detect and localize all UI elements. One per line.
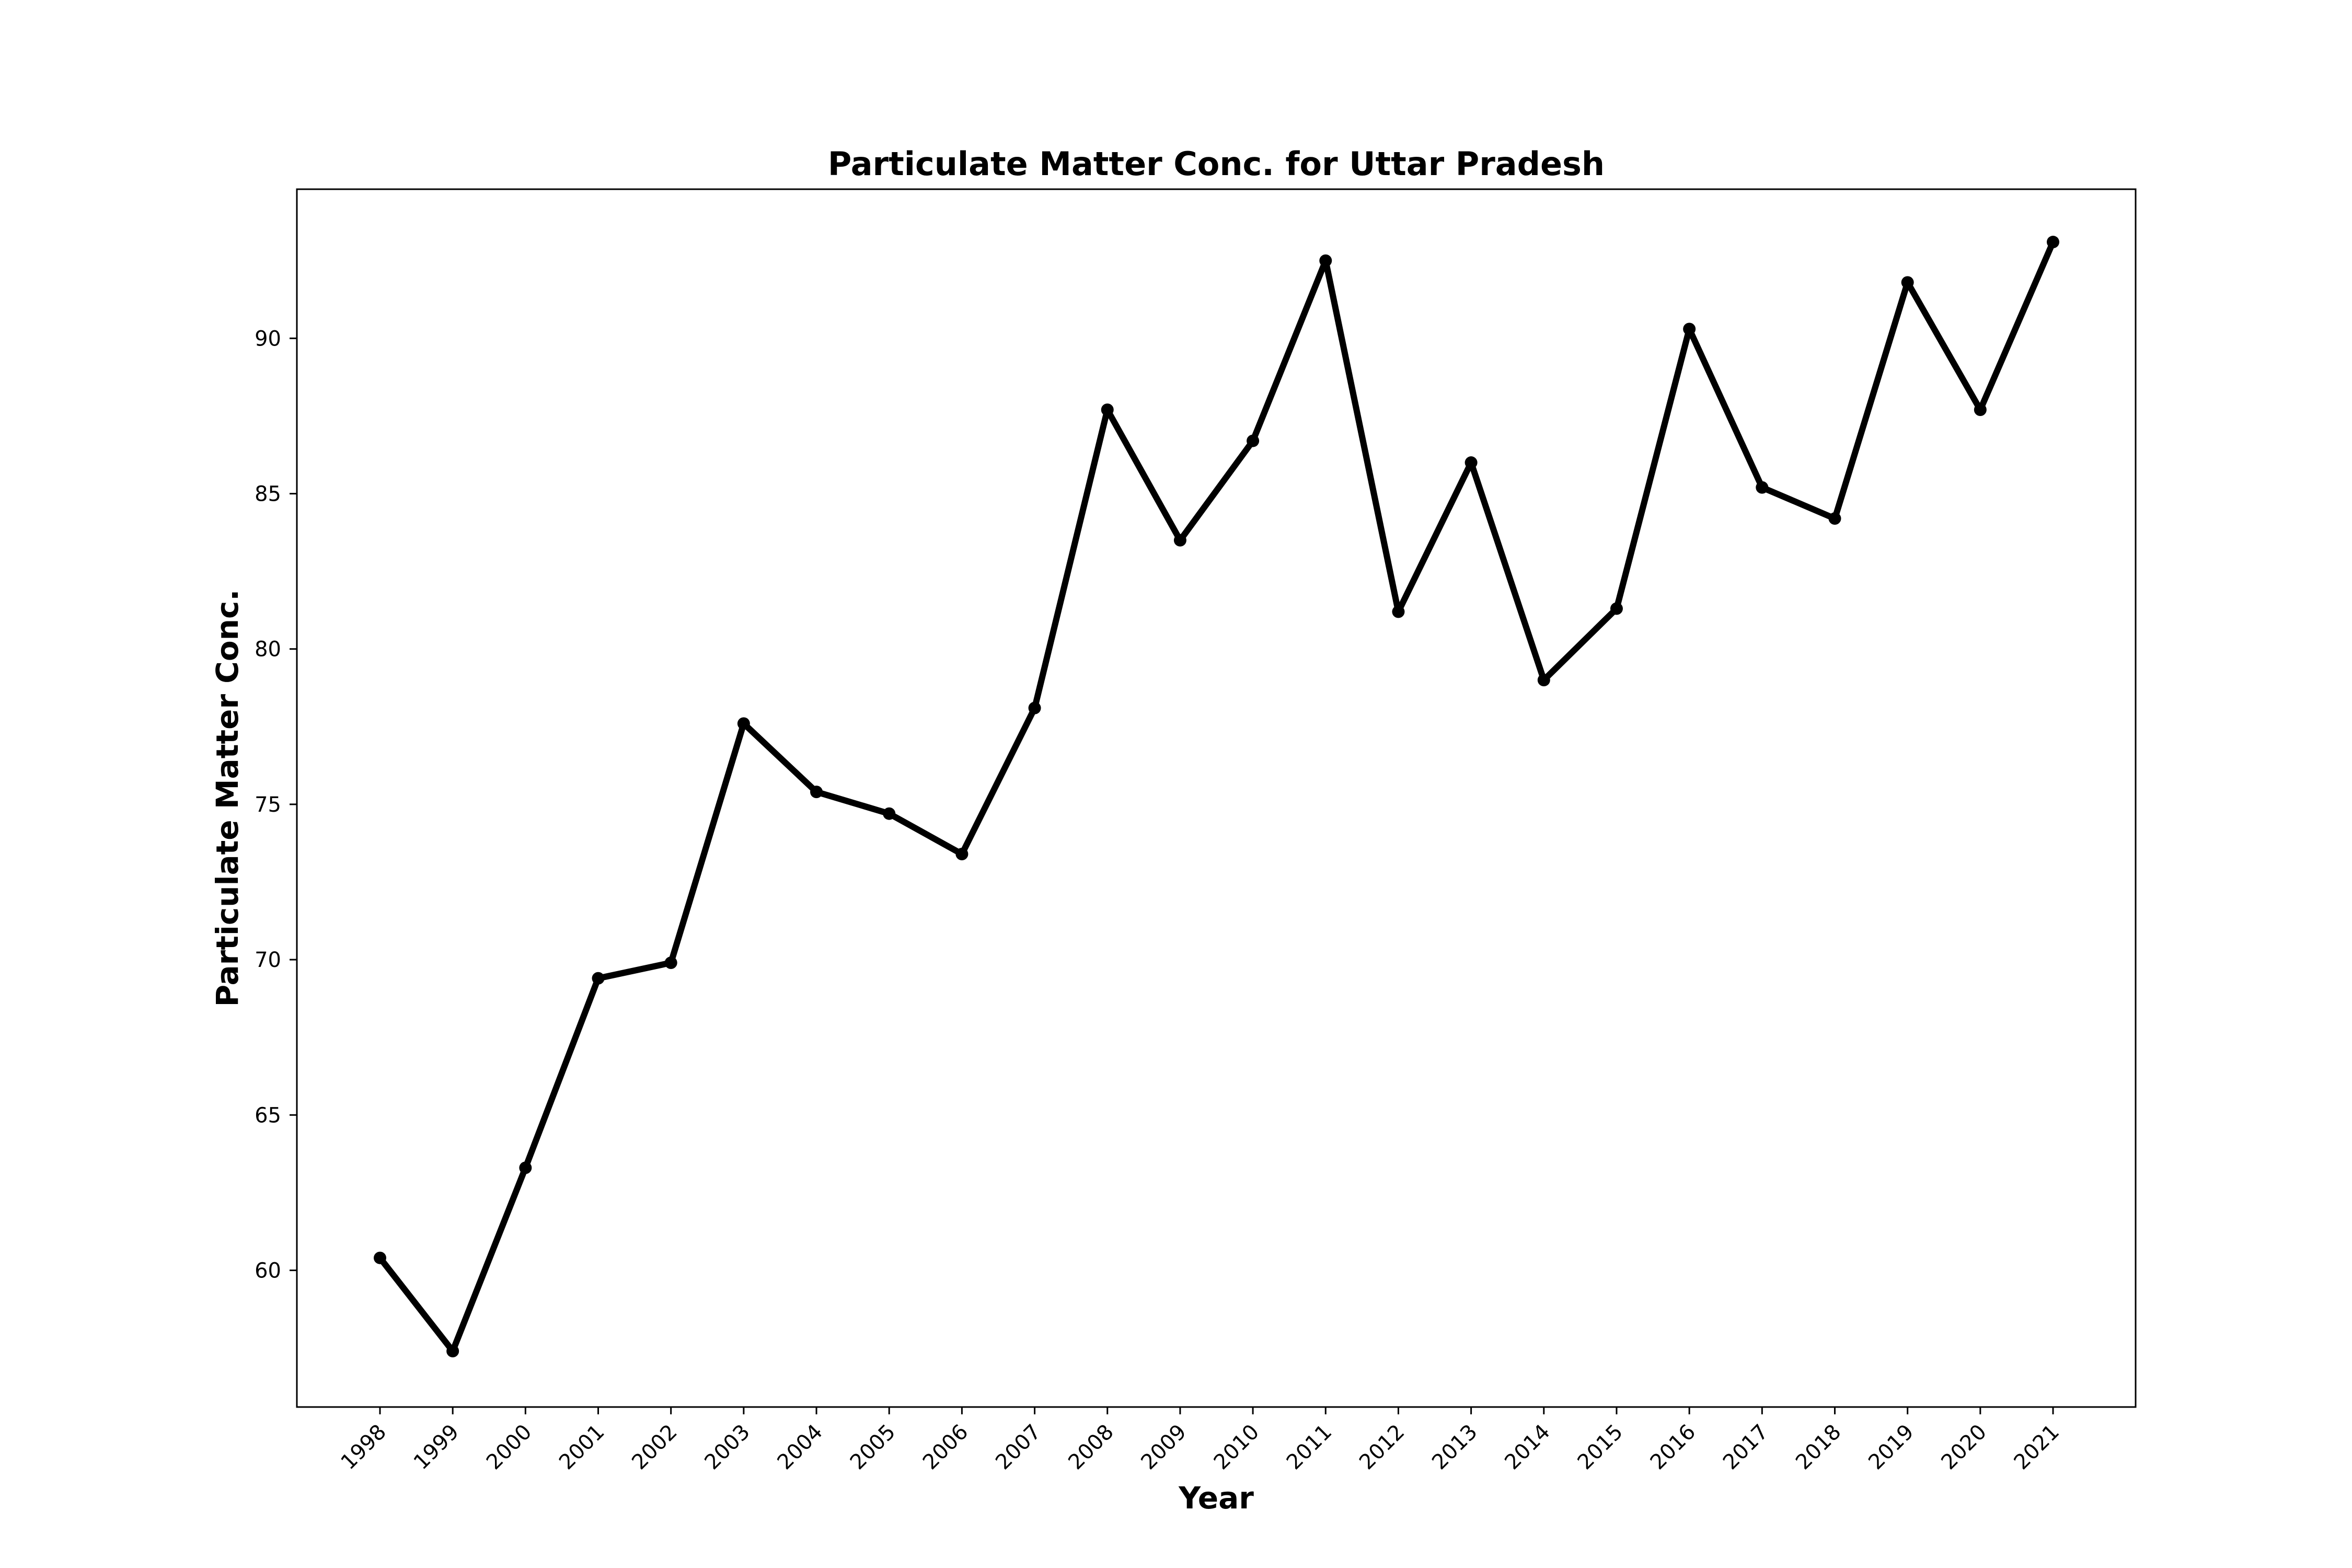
data-point [1901, 276, 1914, 289]
x-tick-label: 2020 [1936, 1420, 1991, 1475]
x-tick-label: 2009 [1136, 1420, 1191, 1475]
data-point [1247, 434, 1260, 447]
data-point [2047, 236, 2059, 249]
x-tick-label: 2003 [700, 1420, 755, 1475]
data-point [1610, 602, 1623, 615]
chart-title: Particulate Matter Conc. for Uttar Prade… [828, 145, 1605, 183]
data-point [1319, 254, 1332, 267]
data-point [1683, 322, 1696, 336]
data-point [737, 717, 750, 730]
x-tick-label: 2007 [991, 1420, 1046, 1475]
x-tick-label: 2001 [555, 1420, 609, 1475]
data-point [592, 972, 605, 985]
y-axis-ticks: 60 65 70 75 80 85 90 [255, 327, 297, 1283]
data-point [1028, 701, 1041, 714]
x-tick-label: 2014 [1500, 1420, 1555, 1475]
y-tick-label: 90 [255, 327, 281, 351]
x-tick-label: 2015 [1573, 1420, 1628, 1475]
data-point [1756, 481, 1769, 494]
data-point [1974, 403, 1987, 417]
series-line [377, 239, 2056, 1354]
data-point [1173, 534, 1186, 547]
data-point [955, 847, 969, 860]
x-tick-label: 2008 [1064, 1420, 1119, 1475]
x-tick-label: 2013 [1427, 1420, 1482, 1475]
x-tick-label: 2018 [1791, 1420, 1846, 1475]
x-tick-label: 1999 [409, 1420, 464, 1475]
x-tick-label: 2002 [627, 1420, 682, 1475]
y-tick-label: 75 [255, 793, 281, 817]
data-point [883, 807, 896, 820]
data-point [664, 956, 677, 970]
x-axis-ticks: 1998 1999 2000 2001 2002 2003 2004 2005 2006 2007… [337, 1407, 2065, 1475]
data-point [810, 786, 823, 799]
x-tick-label: 2019 [1864, 1420, 1919, 1475]
series-layer [374, 236, 2059, 1358]
x-tick-label: 2011 [1282, 1420, 1337, 1475]
x-tick-label: 2021 [2010, 1420, 2065, 1475]
y-tick-label: 60 [255, 1259, 281, 1283]
x-tick-label: 2000 [482, 1420, 537, 1475]
data-point [1828, 512, 1841, 525]
y-tick-label: 85 [255, 482, 281, 506]
x-tick-label: 2017 [1719, 1420, 1773, 1475]
data-point [446, 1345, 459, 1358]
data-point [374, 1251, 386, 1264]
x-tick-label: 2012 [1355, 1420, 1410, 1475]
data-point [519, 1161, 532, 1174]
data-point [1392, 605, 1405, 618]
x-tick-label: 1998 [337, 1420, 391, 1475]
y-axis-label: Particulate Matter Conc. [210, 590, 245, 1007]
x-tick-label: 2006 [918, 1420, 973, 1475]
x-tick-label: 2005 [846, 1420, 901, 1475]
x-tick-label: 2004 [773, 1420, 828, 1475]
data-point [1537, 674, 1550, 687]
data-point [1101, 403, 1114, 417]
data-point [1465, 456, 1478, 469]
x-tick-label: 2016 [1646, 1420, 1701, 1475]
y-tick-label: 80 [255, 638, 281, 662]
y-tick-label: 70 [255, 948, 281, 972]
plot-area-frame [296, 188, 2137, 1408]
x-axis-label: Year [1178, 1480, 1254, 1516]
y-tick-label: 65 [255, 1103, 281, 1127]
x-tick-label: 2010 [1209, 1420, 1264, 1475]
